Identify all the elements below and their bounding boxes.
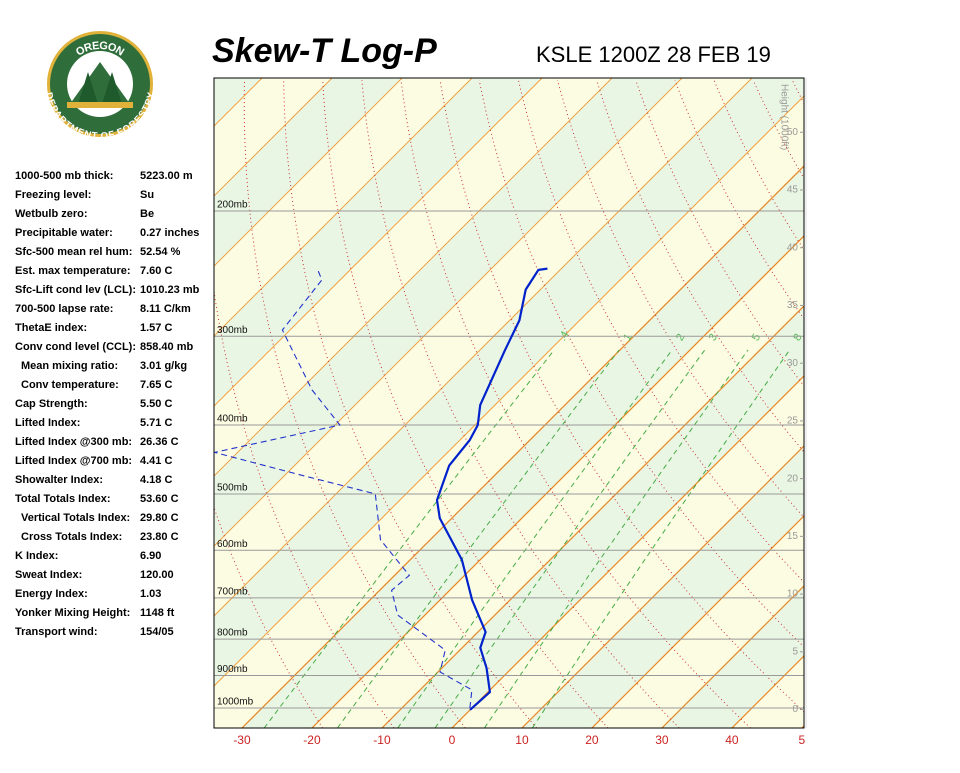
stat-label: Mean mixing ratio: [21,360,118,372]
dry-adiabat [871,80,960,728]
y-tick-label: 600mb [217,539,248,550]
y2-tick-label: 30 [787,358,799,369]
stat-label: Cross Totals Index: [21,531,122,543]
x-tick-label: 30 [655,733,669,747]
stat-label: Total Totals Index: [15,493,111,505]
stat-label: Lifted Index: [15,417,80,429]
stat-label: Precipitable water: [15,227,113,239]
dry-adiabat [910,80,960,728]
stat-label: Yonker Mixing Height: [15,607,130,619]
y-tick-label: 400mb [217,414,248,425]
stat-value: 6.90 [140,550,161,562]
stat-label: Conv cond level (CCL): [15,341,136,353]
stats-panel: 1000-500 mb thick: 5223.00 m Freezing leve… [15,170,200,638]
x-tick-label: -30 [233,733,251,747]
stat-value: 5.50 C [140,398,172,410]
stat-value: 7.65 C [140,379,172,391]
y2-tick-label: 35 [787,300,799,311]
stat-value: 1148 ft [140,607,175,619]
x-tick-label: 10 [515,733,529,747]
stat-label: Energy Index: [15,588,88,600]
stat-value: Su [140,189,154,201]
logo-ground [67,102,133,108]
stat-label: Showalter Index: [15,474,103,486]
x-tick-label: 20 [585,733,599,747]
x-tick-label: -10 [373,733,391,747]
logo: OREGON DEPARTMENT OF FORESTRY [43,31,156,142]
stat-value: 4.41 C [140,455,172,467]
stat-label: Sweat Index: [15,569,82,581]
stat-value: 53.60 C [140,493,179,505]
y2-axis-label: Height (1000ft) [778,84,789,150]
y2-tick-label: 0 [792,704,798,715]
y2-tick-label: 25 [787,416,799,427]
x-tick-label: -20 [303,733,321,747]
stat-value: 5.71 C [140,417,172,429]
y2-tick-label: 15 [787,531,799,542]
y-tick-label: 300mb [217,325,248,336]
stat-label: K Index: [15,550,58,562]
stat-label: Sfc-Lift cond lev (LCL): [15,284,136,296]
y2-tick-label: 20 [787,473,799,484]
stat-label: Freezing level: [15,189,91,201]
stat-value: 23.80 C [140,531,179,543]
y2-tick-label: 5 [792,646,798,657]
stat-value: 29.80 C [140,512,179,524]
stat-label: Conv temperature: [21,379,119,391]
isotherm-band [802,78,960,728]
stat-label: Sfc-500 mean rel hum: [15,246,132,258]
y2-tick-label: 45 [787,185,799,196]
stat-value: 0.27 inches [140,227,199,239]
stat-label: Wetbulb zero: [15,208,88,220]
y-tick-label: 800mb [217,628,248,639]
x-tick-label: 0 [449,733,456,747]
y-tick-label: 900mb [217,664,248,675]
stat-value: 3.01 g/kg [140,360,187,372]
stat-label: Transport wind: [15,626,98,638]
x-tick-label: 5 [799,733,806,747]
stat-label: Cap Strength: [15,398,88,410]
stat-label: 700-500 lapse rate: [15,303,113,315]
chart-subtitle: KSLE 1200Z 28 FEB 19 [536,42,771,67]
y-tick-label: 200mb [217,200,248,211]
y2-tick-label: 40 [787,242,799,253]
stat-label: Est. max temperature: [15,265,131,277]
y-tick-label: 1000mb [217,697,254,708]
stat-value: 1010.23 mb [140,284,200,296]
isotherm [802,78,960,728]
stat-label: ThetaE index: [15,322,87,334]
chart-title: Skew-T Log-P [212,32,437,70]
stat-value: 7.60 C [140,265,172,277]
stat-value: 26.36 C [140,436,179,448]
stat-value: 52.54 % [140,246,181,258]
stat-value: 1.57 C [140,322,172,334]
y-tick-label: 500mb [217,483,248,494]
stat-label: Lifted Index @300 mb: [15,436,132,448]
dry-adiabat [792,80,960,728]
y2-tick-label: 10 [787,589,799,600]
isotherm-grid [802,78,960,728]
stat-label: 1000-500 mb thick: [15,170,113,182]
stat-value: 1.03 [140,588,161,600]
stat-value: 8.11 C/km [140,303,191,315]
stat-value: Be [140,208,154,220]
stat-value: 858.40 mb [140,341,193,353]
stat-value: 4.18 C [140,474,172,486]
x-tick-label: 40 [725,733,739,747]
stat-value: 120.00 [140,569,174,581]
y-tick-label: 700mb [217,586,248,597]
stat-value: 5223.00 m [140,170,193,182]
dry-adiabat [949,80,960,728]
dry-adiabat [831,80,960,728]
stat-label: Lifted Index @700 mb: [15,455,132,467]
stat-label: Vertical Totals Index: [21,512,130,524]
stat-value: 154/05 [140,626,174,638]
